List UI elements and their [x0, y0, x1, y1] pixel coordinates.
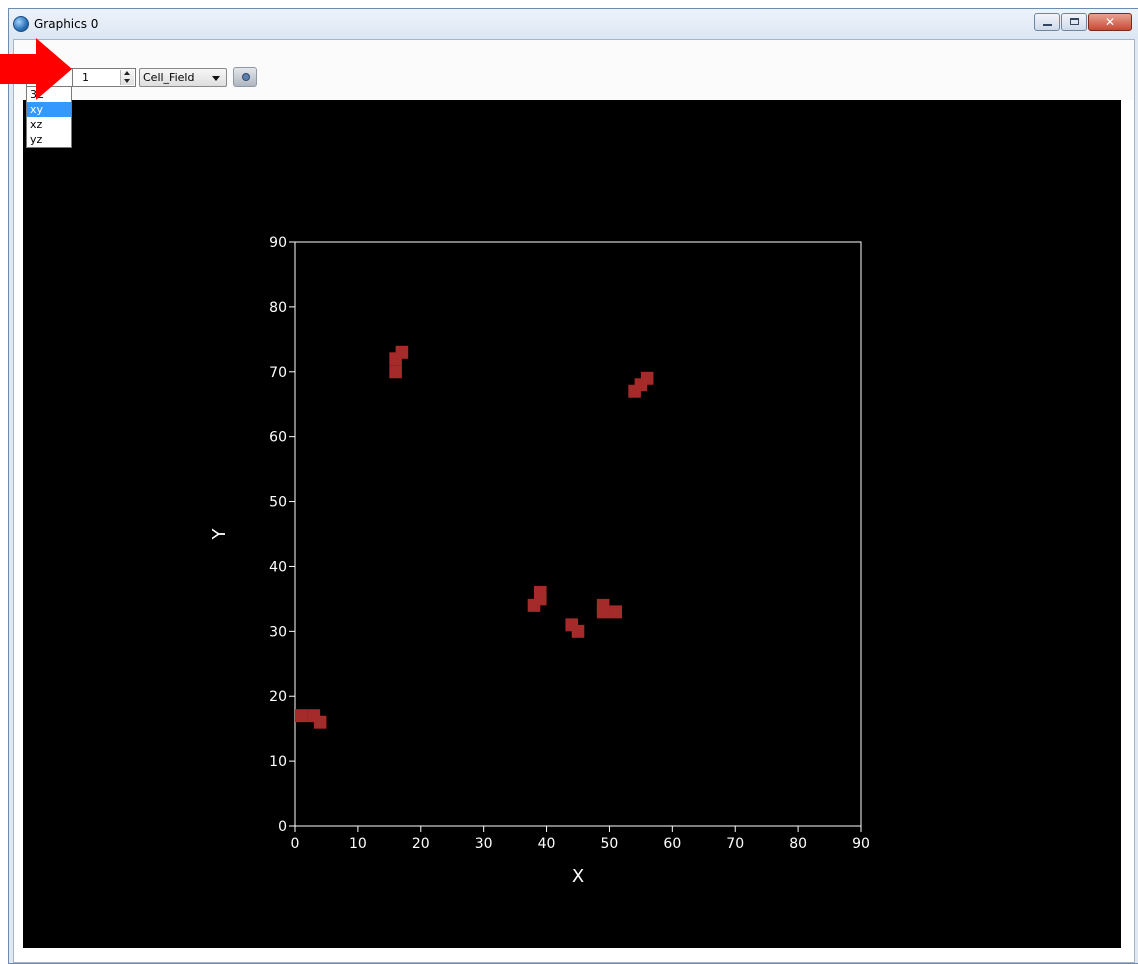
close-button[interactable]: ✕ — [1088, 13, 1132, 31]
cell-pixel — [295, 709, 308, 723]
minimize-icon — [1043, 24, 1052, 26]
close-icon: ✕ — [1104, 15, 1116, 29]
cell-pixel — [395, 345, 409, 359]
maximize-button[interactable] — [1061, 13, 1087, 31]
y-tick-label: 20 — [269, 689, 287, 705]
y-tick-label: 0 — [278, 819, 287, 835]
x-tick-label: 30 — [475, 836, 493, 852]
spin-arrows[interactable] — [120, 70, 134, 85]
cell-pixel — [596, 598, 610, 612]
plot-canvas[interactable]: 0 10 20 30 40 50 60 70 80 90 0 10 20 30 40 50 60 70 80 90 X Y — [23, 100, 1121, 948]
graphics-window: Graphics 0 ✕ 1 Cell_Field — [8, 8, 1138, 964]
slice-value: 1 — [82, 71, 89, 84]
x-tick-label: 40 — [538, 836, 556, 852]
y-tick-label: 30 — [269, 624, 287, 640]
cell-pixel — [313, 715, 327, 729]
client-area: 1 Cell_Field 3L xy xz yz 010203040506070… — [13, 39, 1135, 963]
y-tick-label: 60 — [269, 430, 287, 446]
screenshot-button[interactable] — [233, 67, 257, 87]
spin-down-icon[interactable] — [124, 79, 130, 83]
y-tick-label: 10 — [269, 754, 287, 770]
dropdown-option-yz[interactable]: yz — [30, 133, 43, 146]
x-tick-label: 80 — [789, 836, 807, 852]
y-tick-label: 50 — [269, 495, 287, 511]
cell-pixel — [609, 605, 623, 619]
x-tick-label: 90 — [852, 836, 870, 852]
plot-frame — [294, 241, 862, 827]
cell-pixel — [571, 624, 585, 638]
y-tick-label: 80 — [269, 300, 287, 316]
x-tick-label: 70 — [726, 836, 744, 852]
red-arrow-icon — [0, 38, 72, 100]
spin-up-icon[interactable] — [124, 71, 130, 75]
chevron-down-icon — [212, 76, 220, 81]
minimize-button[interactable] — [1034, 13, 1060, 31]
field-select[interactable]: Cell_Field — [139, 68, 227, 87]
camera-icon — [242, 73, 250, 81]
dropdown-option-xy[interactable]: xy — [27, 102, 71, 117]
y-tick-label: 40 — [269, 559, 287, 575]
cell-pixel — [389, 365, 402, 379]
title-bar[interactable]: Graphics 0 ✕ — [9, 9, 1138, 39]
cell-pixel — [533, 585, 547, 599]
x-tick-label: 50 — [601, 836, 619, 852]
window-controls: ✕ — [1033, 13, 1132, 31]
x-axis-title: X — [572, 866, 584, 887]
x-tick-label: 0 — [291, 836, 300, 852]
slice-spinbox[interactable]: 1 — [72, 68, 136, 87]
app-globe-icon — [13, 16, 29, 32]
view-dropdown-list: 3L xy xz yz — [26, 86, 72, 148]
y-axis-title: Y — [209, 528, 230, 541]
maximize-icon — [1070, 18, 1079, 25]
y-tick-label: 90 — [269, 235, 287, 251]
x-tick-label: 20 — [412, 836, 430, 852]
x-tick-label: 10 — [349, 836, 367, 852]
dropdown-option-xz[interactable]: xz — [30, 118, 43, 131]
window-title: Graphics 0 — [34, 17, 99, 31]
toolbar: 1 Cell_Field — [14, 40, 1134, 100]
cell-pixel — [640, 371, 654, 385]
field-select-value: Cell_Field — [143, 71, 195, 84]
x-tick-label: 60 — [663, 836, 681, 852]
y-tick-label: 70 — [269, 365, 287, 381]
plot-svg: 0 10 20 30 40 50 60 70 80 90 0 10 20 30 40 50 60 70 80 90 X Y — [209, 235, 870, 887]
